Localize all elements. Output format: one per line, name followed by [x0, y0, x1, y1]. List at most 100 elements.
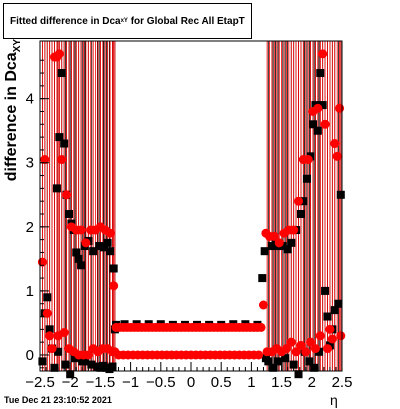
data-point-circle: [327, 334, 337, 344]
data-point-circle: [303, 155, 313, 165]
data-point-square: [273, 357, 282, 366]
data-point-square: [54, 347, 63, 356]
x-tick-label: 1.5: [271, 374, 292, 391]
data-point-square: [289, 360, 298, 369]
data-point-square: [330, 306, 339, 315]
data-point-circle: [105, 228, 115, 238]
data-point-square: [269, 363, 278, 372]
data-point-square: [72, 248, 81, 257]
data-point-square: [278, 242, 287, 251]
x-tick-label: 2: [308, 374, 316, 391]
data-point-square: [89, 247, 98, 256]
data-point-circle: [269, 231, 279, 241]
data-point-square: [281, 354, 290, 363]
data-point-circle: [42, 308, 52, 318]
data-point-square: [299, 197, 308, 206]
data-point-square: [43, 293, 52, 302]
x-tick-label: −0.5: [146, 374, 176, 391]
data-point-square: [71, 354, 80, 363]
data-point-circle: [313, 103, 323, 113]
y-axis-label-main: difference in Dca: [2, 52, 20, 182]
x-tick-label: −2.5: [25, 374, 55, 391]
data-point-square: [258, 274, 267, 283]
data-point-square: [55, 133, 64, 142]
x-tick-label: −2: [62, 374, 79, 391]
data-point-circle: [323, 344, 333, 354]
data-point-square: [318, 101, 327, 110]
data-point-circle: [83, 350, 93, 360]
data-point-square: [316, 69, 325, 78]
data-point-circle: [301, 347, 311, 357]
x-tick-label: 0.5: [211, 374, 232, 391]
data-point-square: [334, 299, 343, 308]
data-point-square: [77, 261, 86, 270]
data-point-circle: [289, 225, 299, 235]
data-point-square: [52, 184, 61, 193]
data-point-circle: [291, 347, 301, 357]
data-point-square: [50, 363, 59, 372]
data-point-circle: [274, 238, 284, 248]
data-point-square: [108, 362, 117, 371]
data-point-square: [260, 247, 269, 256]
data-point-circle: [310, 344, 320, 354]
y-axis-label-sub: XY: [12, 38, 24, 53]
data-point-circle: [81, 238, 91, 248]
chart-title-main: Fitted difference in Dca: [10, 15, 121, 27]
y-tick-label: 4: [26, 91, 34, 108]
data-point-square: [61, 360, 70, 369]
data-point-circle: [286, 337, 296, 347]
data-point-circle: [254, 350, 264, 360]
axis-ticks: −2.5 −2 −1.5 −1 −0.5 0 0.5 1 1.5 2 2.5 0 1 2 3 4: [25, 59, 353, 391]
data-point-square: [106, 247, 115, 256]
data-point-circle: [40, 155, 50, 165]
data-point-circle: [76, 225, 86, 235]
data-point-square: [264, 357, 273, 366]
data-point-square: [294, 370, 303, 379]
chart-title: Fitted difference in Dca xY for Global Re…: [3, 3, 252, 39]
data-point-square: [302, 174, 311, 183]
y-tick-label: 0: [26, 347, 34, 364]
data-point-circle: [294, 196, 304, 206]
data-point-circle: [335, 103, 345, 113]
data-point-square: [321, 286, 330, 295]
data-point-circle: [325, 324, 335, 334]
data-point-circle: [258, 300, 268, 310]
data-point-square: [323, 312, 332, 321]
data-points: [37, 49, 346, 379]
data-point-square: [310, 363, 319, 372]
data-point-circle: [336, 331, 346, 341]
x-tick-label: −1.5: [86, 374, 116, 391]
data-point-square: [315, 347, 324, 356]
y-tick-label: 3: [26, 155, 34, 172]
data-point-square: [336, 190, 345, 199]
data-point-square: [309, 120, 318, 129]
y-tick-label: 1: [26, 283, 34, 300]
data-point-square: [81, 357, 90, 366]
data-point-square: [283, 245, 292, 254]
chart-title-rest: for Global Rec All EtapT: [130, 15, 245, 27]
x-axis-label: η: [330, 392, 338, 408]
x-tick-label: 2.5: [332, 374, 353, 391]
data-point-square: [74, 254, 83, 263]
data-point-circle: [54, 49, 64, 59]
data-point-circle: [332, 151, 342, 161]
y-axis-label: difference in DcaXY: [3, 5, 23, 215]
y-tick-label: 2: [26, 219, 34, 236]
data-point-circle: [315, 331, 325, 341]
data-point-square: [57, 69, 66, 78]
data-point-circle: [62, 190, 72, 200]
data-point-circle: [47, 344, 57, 354]
data-point-circle: [296, 340, 306, 350]
data-point-square: [95, 242, 104, 251]
data-point-square: [305, 357, 314, 366]
data-point-circle: [320, 119, 330, 129]
data-point-square: [60, 139, 69, 148]
data-point-circle: [318, 49, 328, 59]
data-point-square: [38, 357, 47, 366]
data-point-square: [87, 360, 96, 369]
data-point-circle: [256, 322, 266, 332]
x-tick-label: −1: [122, 374, 139, 391]
data-point-square: [296, 210, 305, 219]
data-point-circle: [109, 281, 119, 291]
